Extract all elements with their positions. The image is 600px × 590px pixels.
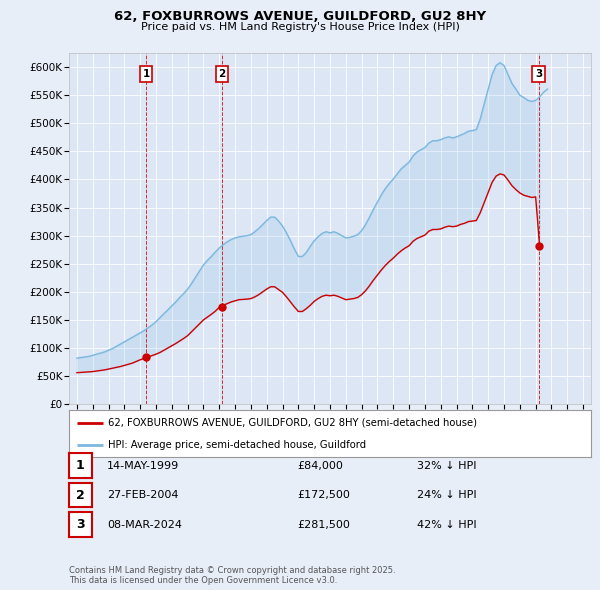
Text: 32% ↓ HPI: 32% ↓ HPI bbox=[417, 461, 476, 470]
Text: 3: 3 bbox=[76, 518, 85, 531]
Text: Contains HM Land Registry data © Crown copyright and database right 2025.
This d: Contains HM Land Registry data © Crown c… bbox=[69, 566, 395, 585]
Text: 62, FOXBURROWS AVENUE, GUILDFORD, GU2 8HY: 62, FOXBURROWS AVENUE, GUILDFORD, GU2 8H… bbox=[114, 10, 486, 23]
Text: 2: 2 bbox=[76, 489, 85, 502]
Text: HPI: Average price, semi-detached house, Guildford: HPI: Average price, semi-detached house,… bbox=[108, 440, 366, 450]
Text: Price paid vs. HM Land Registry's House Price Index (HPI): Price paid vs. HM Land Registry's House … bbox=[140, 22, 460, 32]
Text: 14-MAY-1999: 14-MAY-1999 bbox=[107, 461, 179, 470]
Text: 62, FOXBURROWS AVENUE, GUILDFORD, GU2 8HY (semi-detached house): 62, FOXBURROWS AVENUE, GUILDFORD, GU2 8H… bbox=[108, 418, 477, 428]
Text: 2: 2 bbox=[218, 69, 226, 79]
Text: 08-MAR-2024: 08-MAR-2024 bbox=[107, 520, 182, 529]
Text: £281,500: £281,500 bbox=[297, 520, 350, 529]
Text: £172,500: £172,500 bbox=[297, 490, 350, 500]
Text: 1: 1 bbox=[76, 459, 85, 472]
Text: £84,000: £84,000 bbox=[297, 461, 343, 470]
Text: 27-FEB-2004: 27-FEB-2004 bbox=[107, 490, 178, 500]
Text: 24% ↓ HPI: 24% ↓ HPI bbox=[417, 490, 476, 500]
Text: 42% ↓ HPI: 42% ↓ HPI bbox=[417, 520, 476, 529]
Text: 3: 3 bbox=[535, 69, 542, 79]
Text: 1: 1 bbox=[142, 69, 149, 79]
